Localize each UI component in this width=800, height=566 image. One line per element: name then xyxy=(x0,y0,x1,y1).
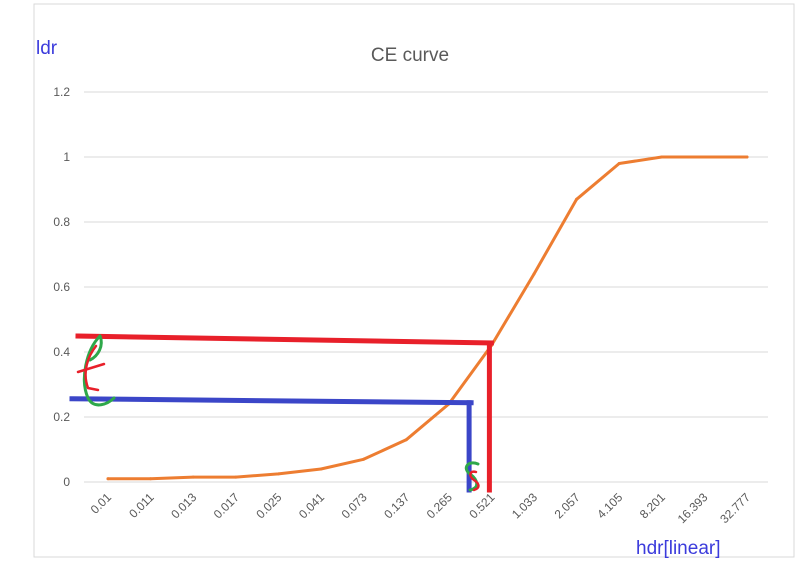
data-point-0-1 xyxy=(149,477,153,481)
data-point-0-0 xyxy=(106,477,110,481)
y-tick-label-1: 0.2 xyxy=(53,410,70,424)
data-point-0-3 xyxy=(234,475,238,479)
handwritten-s-red xyxy=(469,470,480,492)
chart-title: CE curve xyxy=(371,45,449,66)
y-axis-handwritten-label: ldr xyxy=(36,38,58,59)
data-point-0-2 xyxy=(191,475,195,479)
y-tick-label-0: 0 xyxy=(63,475,70,489)
grid-layer xyxy=(84,91,768,483)
chart-frame xyxy=(33,3,795,558)
handwritten-l-green-loop xyxy=(88,334,103,362)
data-point-0-6 xyxy=(362,457,366,461)
series-line-0 xyxy=(106,155,749,481)
series-layer xyxy=(106,155,749,481)
data-point-0-13 xyxy=(660,155,664,159)
x-axis-handwritten-label: hdr[linear] xyxy=(636,538,721,559)
annotation-layer xyxy=(69,333,494,493)
data-point-0-14 xyxy=(702,155,706,159)
y-tick-label-4: 0.8 xyxy=(53,215,70,229)
data-point-0-15 xyxy=(745,155,749,159)
data-point-0-5 xyxy=(319,467,323,471)
handwritten-l-red-stroke xyxy=(84,344,100,392)
handwritten-l-red-cross xyxy=(76,362,106,374)
blue-guide-horizontal xyxy=(69,396,474,406)
data-point-0-11 xyxy=(575,197,579,201)
y-tick-label-5: 1 xyxy=(63,150,70,164)
data-point-0-4 xyxy=(276,472,280,476)
y-tick-labels: 0 0.2 0.4 0.6 0.8 1 1.2 xyxy=(53,85,70,489)
y-tick-label-3: 0.6 xyxy=(53,280,70,294)
data-point-0-7 xyxy=(404,438,408,442)
data-point-0-10 xyxy=(532,272,536,276)
data-point-0-12 xyxy=(617,162,621,165)
handwritten-l-green-stroke xyxy=(82,334,116,407)
y-tick-label-6: 1.2 xyxy=(53,85,70,99)
red-guide-horizontal xyxy=(75,333,494,346)
y-tick-label-2: 0.4 xyxy=(53,345,70,359)
